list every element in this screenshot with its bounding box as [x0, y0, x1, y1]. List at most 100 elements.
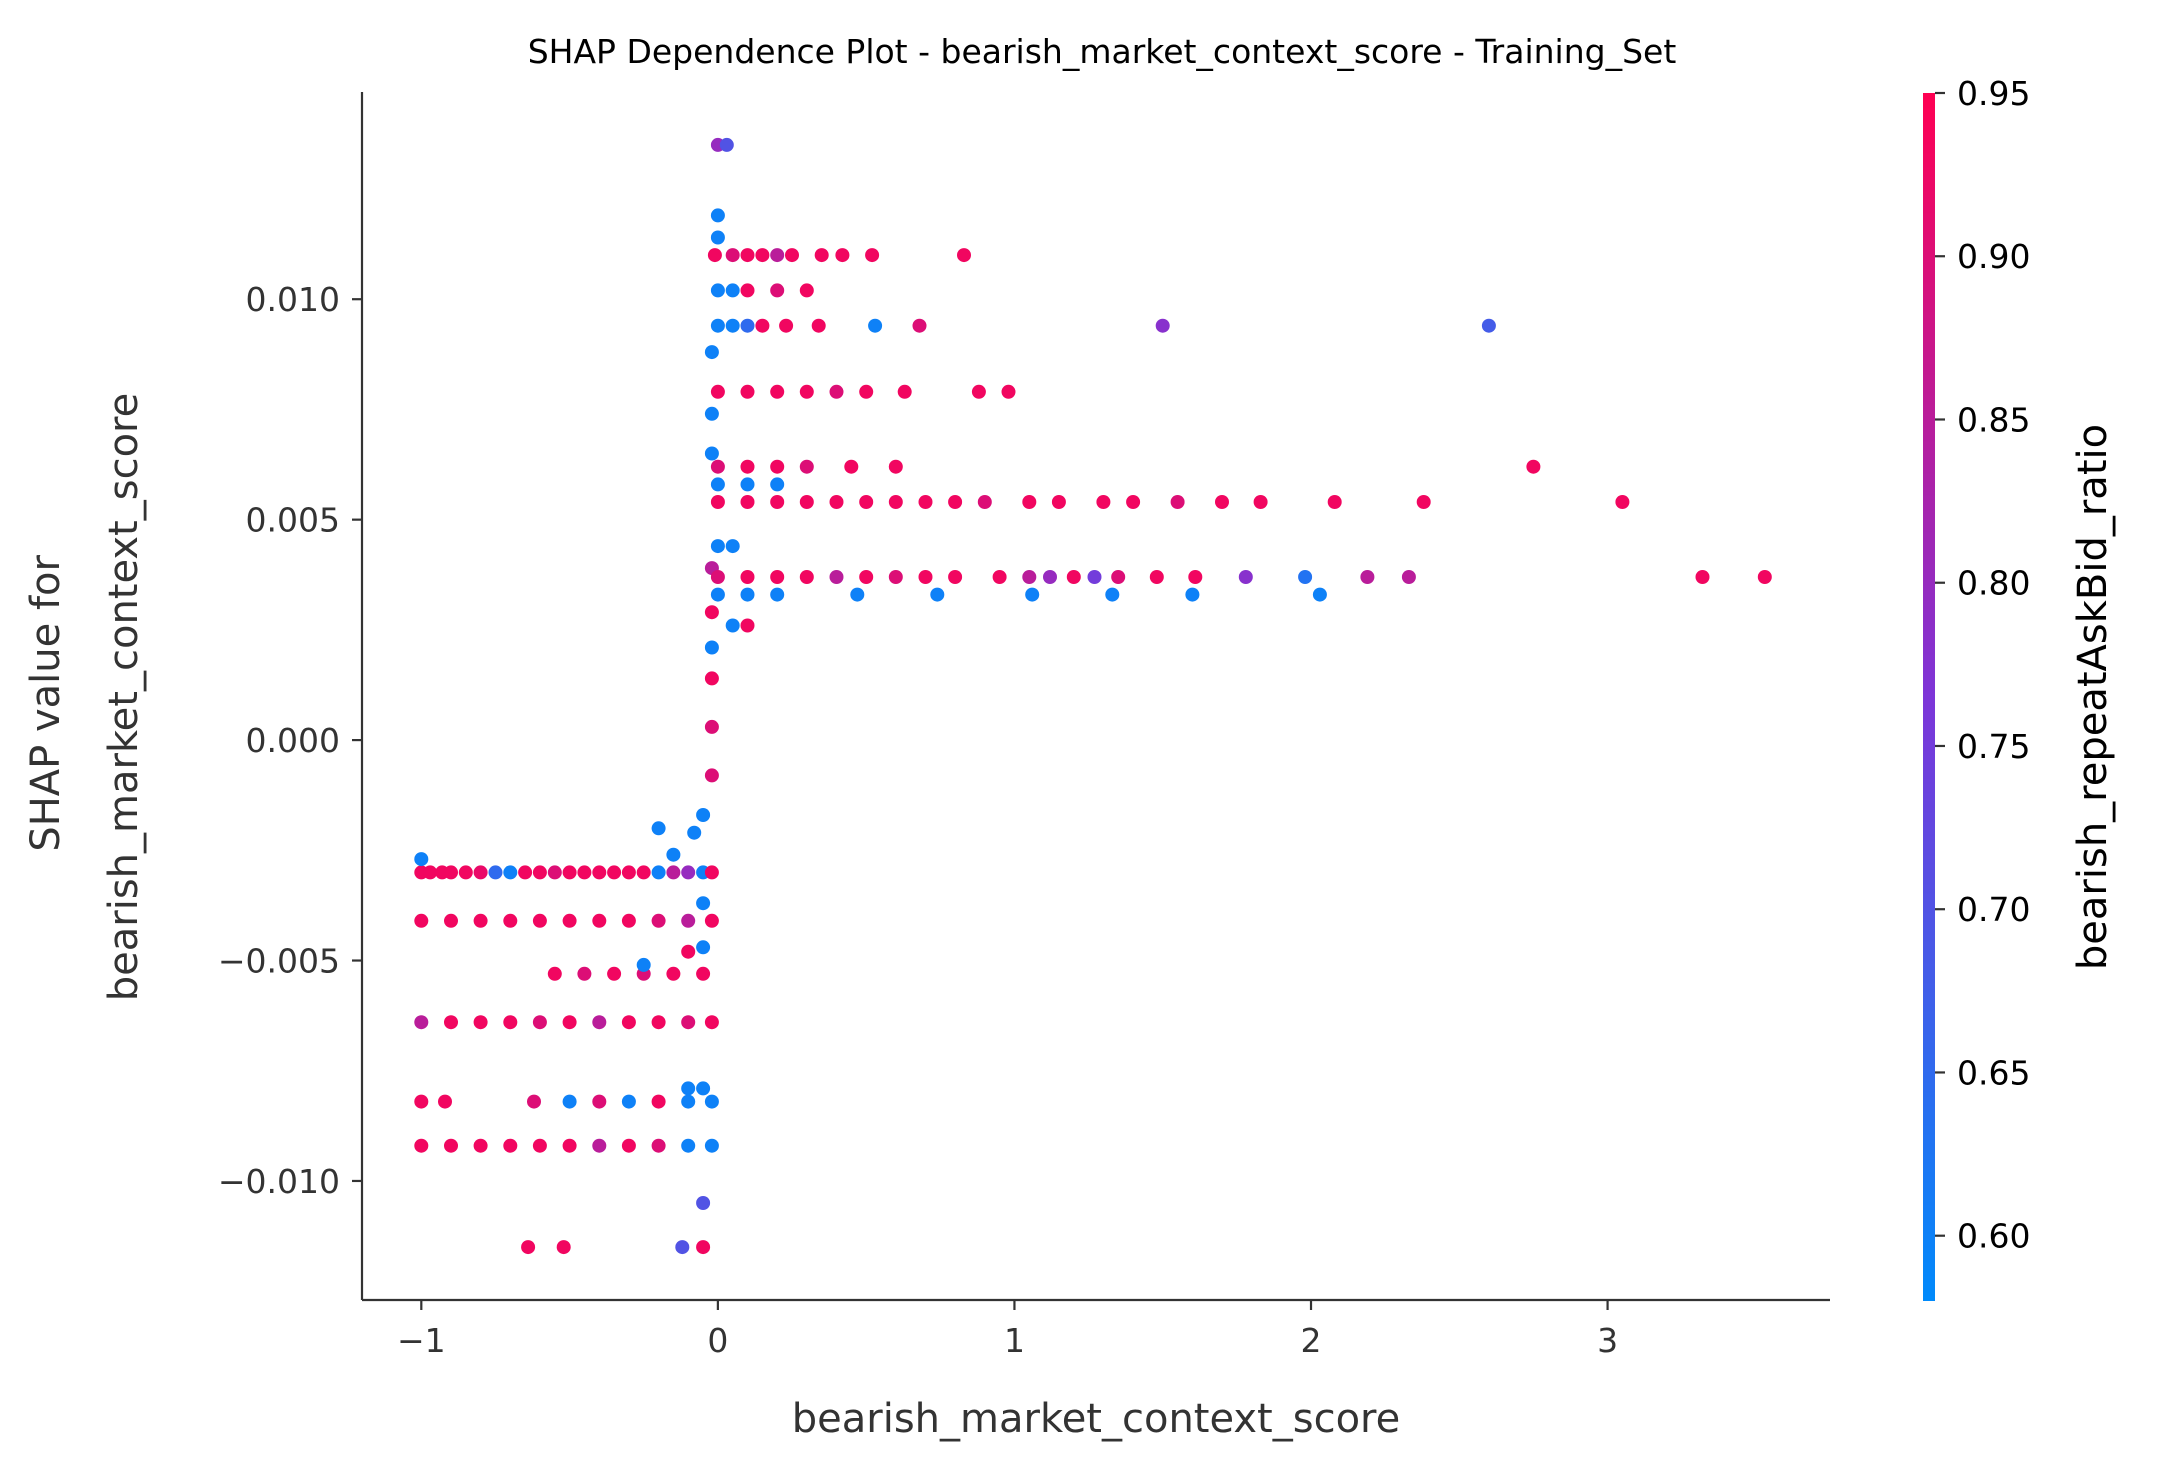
scatter-point: [725, 283, 740, 298]
x-tick-label: 0: [707, 1321, 728, 1360]
colorbar-label: bearish_repeatAskBid_ratio: [2070, 424, 2116, 970]
scatter-point: [556, 1240, 571, 1255]
scatter-point: [740, 587, 755, 602]
scatter-point: [888, 570, 903, 584]
y-tick-label: 0.005: [246, 501, 340, 540]
scatter-point: [1022, 495, 1037, 509]
y-tick-label: −0.010: [218, 1162, 340, 1201]
y-tick-label: 0.000: [246, 721, 340, 760]
scatter-point: [696, 1081, 711, 1096]
scatter-point: [1155, 318, 1170, 333]
scatter-point: [503, 913, 518, 928]
scatter-point: [444, 865, 458, 880]
scatter-point: [1360, 570, 1375, 584]
scatter-point: [592, 913, 607, 928]
scatter-point: [1111, 570, 1126, 584]
scatter-point: [850, 587, 865, 602]
scatter-point: [770, 587, 785, 602]
scatter-point: [562, 1138, 577, 1153]
scatter-point: [521, 1240, 536, 1255]
scatter-point: [1096, 495, 1111, 509]
scatter-point: [577, 966, 592, 981]
scatter-point: [562, 913, 577, 928]
scatter-point: [675, 1240, 690, 1255]
scatter-point: [740, 477, 755, 492]
scatter-point: [651, 821, 666, 836]
scatter-point: [666, 966, 681, 981]
scatter-point: [423, 865, 438, 880]
scatter-point: [681, 913, 696, 928]
scatter-point: [704, 865, 719, 880]
scatter-point: [503, 865, 518, 880]
scatter-point: [681, 1094, 696, 1109]
scatter-point: [651, 865, 666, 880]
scatter-point: [1001, 384, 1016, 399]
scatter-point: [725, 248, 740, 263]
scatter-point: [799, 495, 814, 509]
scatter-point: [859, 495, 874, 509]
scatter-point: [414, 1094, 429, 1109]
scatter-point: [948, 570, 963, 584]
scatter-point: [1298, 570, 1313, 584]
scatter-point: [868, 318, 883, 333]
scatter-point: [562, 1094, 577, 1109]
scatter-point: [897, 384, 912, 399]
scatter-point: [799, 384, 814, 399]
scatter-point: [414, 913, 429, 928]
scatter-point: [918, 495, 933, 509]
scatter-point: [704, 605, 719, 620]
colorbar-tick-label: 0.70: [1957, 890, 2030, 929]
scatter-point: [414, 1015, 429, 1030]
scatter-point: [977, 495, 992, 509]
scatter-point: [532, 865, 547, 880]
scatter-point: [1126, 495, 1141, 509]
scatter-point: [651, 1094, 666, 1109]
scatter-point: [814, 248, 829, 263]
scatter-point: [577, 865, 592, 880]
scatter-point: [1401, 570, 1416, 584]
scatter-point: [770, 477, 785, 492]
scatter-point: [1615, 495, 1630, 509]
scatter-point: [473, 913, 488, 928]
scatter-point: [621, 913, 636, 928]
scatter-point: [503, 1015, 518, 1030]
scatter-point: [704, 446, 719, 461]
scatter-point: [785, 248, 799, 263]
scatter-point: [651, 1138, 666, 1153]
scatter-point: [562, 865, 577, 880]
scatter-point: [592, 1094, 607, 1109]
scatter-point: [704, 1094, 719, 1109]
scatter-point: [1481, 318, 1496, 333]
scatter-point: [740, 384, 755, 399]
x-tick-label: −1: [397, 1321, 446, 1360]
scatter-point: [865, 248, 880, 263]
x-tick-label: 3: [1597, 1321, 1618, 1360]
scatter-point: [740, 495, 755, 509]
scatter-point: [547, 966, 562, 981]
scatter-point: [948, 495, 963, 509]
x-tick-label: 1: [1004, 1321, 1025, 1360]
scatter-point: [547, 865, 562, 880]
scatter-point: [710, 495, 725, 509]
scatter-point: [710, 208, 725, 223]
x-axis-label: bearish_market_context_score: [792, 1396, 1400, 1442]
scatter-point: [696, 966, 711, 981]
scatter-point: [518, 865, 533, 880]
scatter-point: [444, 1138, 458, 1153]
scatter-point: [811, 318, 826, 333]
scatter-point: [755, 248, 770, 263]
scatter-point: [918, 570, 933, 584]
scatter-point: [1022, 570, 1037, 584]
scatter-point: [770, 248, 785, 263]
scatter-point: [799, 459, 814, 474]
scatter-point: [458, 865, 473, 880]
y-axis-label-line-1: SHAP value for: [23, 554, 69, 851]
scatter-point: [1312, 587, 1327, 602]
scatter-point: [592, 865, 607, 880]
scatter-point: [621, 865, 636, 880]
scatter-point: [930, 587, 945, 602]
x-tick-label: 2: [1301, 1321, 1322, 1360]
y-axis-label: SHAP value for bearish_market_context_sc…: [23, 393, 147, 1001]
scatter-point: [740, 283, 755, 298]
scatter-point: [621, 1094, 636, 1109]
